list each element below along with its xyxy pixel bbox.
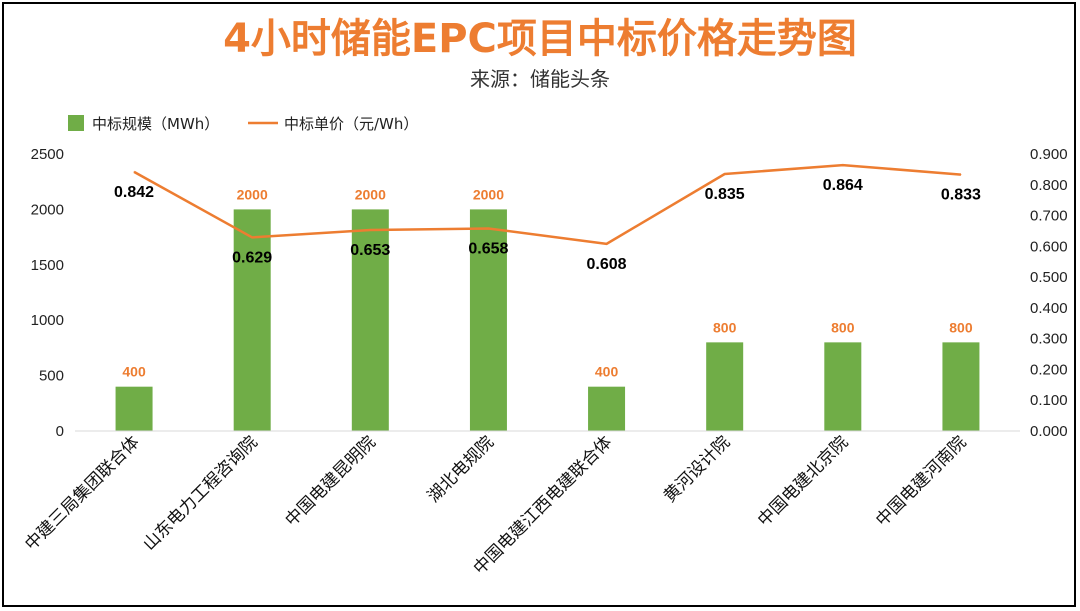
line-point xyxy=(606,243,608,245)
line-point xyxy=(960,174,962,176)
line-data-label: 0.835 xyxy=(705,186,745,203)
y-axis-right: 0.000 0.100 0.200 0.300 0.400 0.500 0.600 0.700… xyxy=(1030,146,1068,440)
line-point xyxy=(251,236,253,238)
bar-data-label: 800 xyxy=(831,319,855,335)
bar xyxy=(588,386,626,431)
line-data-label: 0.653 xyxy=(350,242,390,259)
bar xyxy=(824,342,862,431)
x-category-label: 湖北电规院 xyxy=(424,432,498,506)
y-right-tick-label: 0.100 xyxy=(1030,392,1068,409)
y-right-tick-label: 0.200 xyxy=(1030,361,1068,378)
line-data-label: 0.833 xyxy=(941,187,981,204)
x-category-label: 中国电建北京院 xyxy=(754,432,852,530)
bar-data-label: 800 xyxy=(949,319,973,335)
chart-title: 4小时储能EPC项目中标价格走势图 xyxy=(223,16,857,62)
line-data-label: 0.629 xyxy=(232,249,272,266)
legend-line-label: 中标单价（元/Wh） xyxy=(284,115,418,133)
legend-bar-swatch xyxy=(68,115,84,131)
y-left-tick-label: 1500 xyxy=(31,257,64,274)
x-category-label: 中建三局集团联合体 xyxy=(21,432,143,554)
legend-bar-label: 中标规模（MWh） xyxy=(92,115,219,133)
y-right-tick-label: 0.500 xyxy=(1030,269,1068,286)
line-point xyxy=(133,171,135,173)
line-point xyxy=(724,173,726,175)
bar-series xyxy=(115,209,980,431)
line-data-label: 0.864 xyxy=(823,177,863,194)
bar xyxy=(233,209,271,431)
bar-data-label: 800 xyxy=(713,319,737,335)
bar-data-label: 2000 xyxy=(355,186,386,202)
y-right-tick-label: 0.000 xyxy=(1030,423,1068,440)
x-category-label: 中国电建昆明院 xyxy=(282,432,380,530)
y-right-tick-label: 0.400 xyxy=(1030,300,1068,317)
bar xyxy=(115,386,153,431)
y-right-tick-label: 0.600 xyxy=(1030,238,1068,255)
y-left-tick-label: 2000 xyxy=(31,201,64,218)
bar-data-labels: 400 2000 2000 2000 400 800 800 800 xyxy=(122,186,972,379)
line-series xyxy=(133,163,962,246)
y-left-tick-label: 0 xyxy=(56,423,64,440)
line-data-labels: 0.842 0.629 0.653 0.658 0.608 0.835 0.864 0.833 xyxy=(114,177,981,273)
x-category-label: 黄河设计院 xyxy=(660,432,734,506)
x-category-label: 中国电建江西电建联合体 xyxy=(470,432,616,578)
y-axis-left: 0 500 1000 1500 2000 2500 xyxy=(31,146,64,440)
bar xyxy=(469,209,507,431)
bar-data-label: 400 xyxy=(122,364,146,380)
y-right-tick-label: 0.300 xyxy=(1030,331,1068,348)
chart-subtitle: 来源：储能头条 xyxy=(470,67,610,91)
line-data-label: 0.842 xyxy=(114,184,154,201)
y-right-tick-label: 0.700 xyxy=(1030,208,1068,225)
bar xyxy=(351,209,389,431)
line-point xyxy=(842,164,844,166)
bar xyxy=(706,342,744,431)
y-left-tick-label: 2500 xyxy=(31,146,64,163)
y-right-tick-label: 0.800 xyxy=(1030,177,1068,194)
bar-data-label: 400 xyxy=(595,364,619,380)
bar-data-label: 2000 xyxy=(237,186,268,202)
line-data-label: 0.608 xyxy=(587,256,627,273)
line-point xyxy=(369,229,371,231)
bar xyxy=(942,342,980,431)
line-data-label: 0.658 xyxy=(468,240,508,257)
bar-data-label: 2000 xyxy=(473,186,504,202)
y-left-tick-label: 1000 xyxy=(31,312,64,329)
line-point xyxy=(487,227,489,229)
y-left-tick-label: 500 xyxy=(39,368,64,385)
x-category-label: 山东电力工程咨询院 xyxy=(139,432,261,554)
y-right-tick-label: 0.900 xyxy=(1030,146,1068,163)
legend: 中标规模（MWh） 中标单价（元/Wh） xyxy=(68,115,418,133)
x-category-label: 中国电建河南院 xyxy=(872,432,970,530)
price-line xyxy=(133,163,962,246)
